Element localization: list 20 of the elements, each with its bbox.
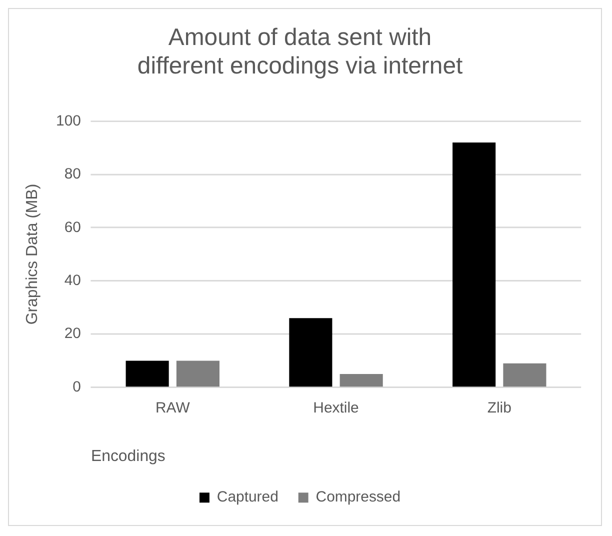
- y-tick-label: 20: [64, 325, 81, 342]
- x-tick-label: RAW: [155, 399, 191, 416]
- x-tick-label: Zlib: [487, 399, 512, 416]
- bar: [176, 360, 220, 387]
- bar: [340, 374, 383, 387]
- x-axis-title: Encodings: [90, 448, 166, 466]
- bar: [289, 318, 332, 387]
- y-axis-title: Graphics Data (MB): [24, 184, 41, 325]
- x-tick-label: Hextile: [313, 399, 359, 416]
- bar: [452, 142, 496, 387]
- bar: [126, 360, 169, 387]
- legend-label: Compressed: [316, 488, 401, 506]
- chart-title: Amount of data sent with different encodings via internet: [137, 24, 463, 80]
- y-tick-label: 60: [64, 218, 81, 236]
- y-tick-label: 80: [64, 166, 81, 183]
- bar: [503, 363, 546, 387]
- legend-label: Captured: [216, 488, 278, 506]
- y-tick-label: 40: [64, 272, 81, 289]
- y-tick-label: 0: [72, 378, 81, 396]
- y-tick-label: 100: [56, 112, 81, 130]
